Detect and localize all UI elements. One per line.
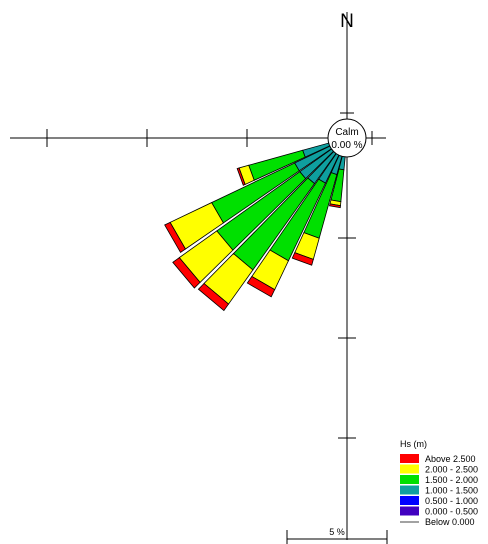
sector-250: [236, 137, 348, 186]
legend-swatch: [400, 485, 419, 495]
legend-swatch: [400, 454, 419, 463]
sector-230-segment-5: [172, 257, 201, 289]
legend-label: 1.000 - 1.500: [425, 486, 478, 496]
legend-label: Below 0.000: [425, 517, 475, 527]
legend-entry: 1.500 - 2.000: [400, 475, 478, 485]
axes: [10, 12, 386, 540]
legend-entry: 0.500 - 1.000: [400, 496, 478, 506]
sector-220: [197, 137, 348, 312]
scale-bar-label: 5 %: [329, 527, 345, 537]
calm-circle-group: Calm 0.00 %: [327, 118, 367, 158]
sector-220-segment-5: [197, 282, 230, 312]
legend-label: 2.000 - 2.500: [425, 465, 478, 475]
sector-200-segment-5: [291, 252, 314, 266]
legend-swatch: [400, 475, 419, 484]
calm-label: Calm: [335, 127, 358, 138]
sector-200: [291, 137, 348, 266]
sector-240: [164, 137, 348, 253]
legend-entry: Below 0.000: [400, 517, 475, 527]
sector-190-segment-5: [328, 203, 341, 209]
legend-entry: 0.000 - 0.500: [400, 506, 478, 517]
sector-230: [172, 137, 348, 289]
legend-swatch: [400, 506, 419, 516]
calm-circle: [327, 118, 367, 158]
legend-title: Hs (m): [400, 439, 427, 449]
legend-entry: Above 2.500: [400, 454, 476, 464]
scale-bar: 5 %: [286, 527, 388, 544]
calm-value: 0.00 %: [331, 140, 362, 151]
legend-entry: 1.000 - 1.500: [400, 485, 478, 496]
legend-swatch: [400, 464, 419, 474]
legend-entry: 2.000 - 2.500: [400, 464, 478, 475]
sector-210-segment-5: [246, 275, 276, 298]
legend-label: Above 2.500: [425, 454, 476, 464]
legend-label: 1.500 - 2.000: [425, 475, 478, 485]
north-label: N: [340, 11, 354, 32]
legend-label: 0.500 - 1.000: [425, 496, 478, 506]
legend-swatch: [400, 496, 419, 505]
legend-label: 0.000 - 0.500: [425, 507, 478, 517]
rose-sectors: [164, 137, 348, 312]
sector-240-segment-5: [164, 221, 187, 253]
sector-250-segment-5: [236, 167, 246, 186]
